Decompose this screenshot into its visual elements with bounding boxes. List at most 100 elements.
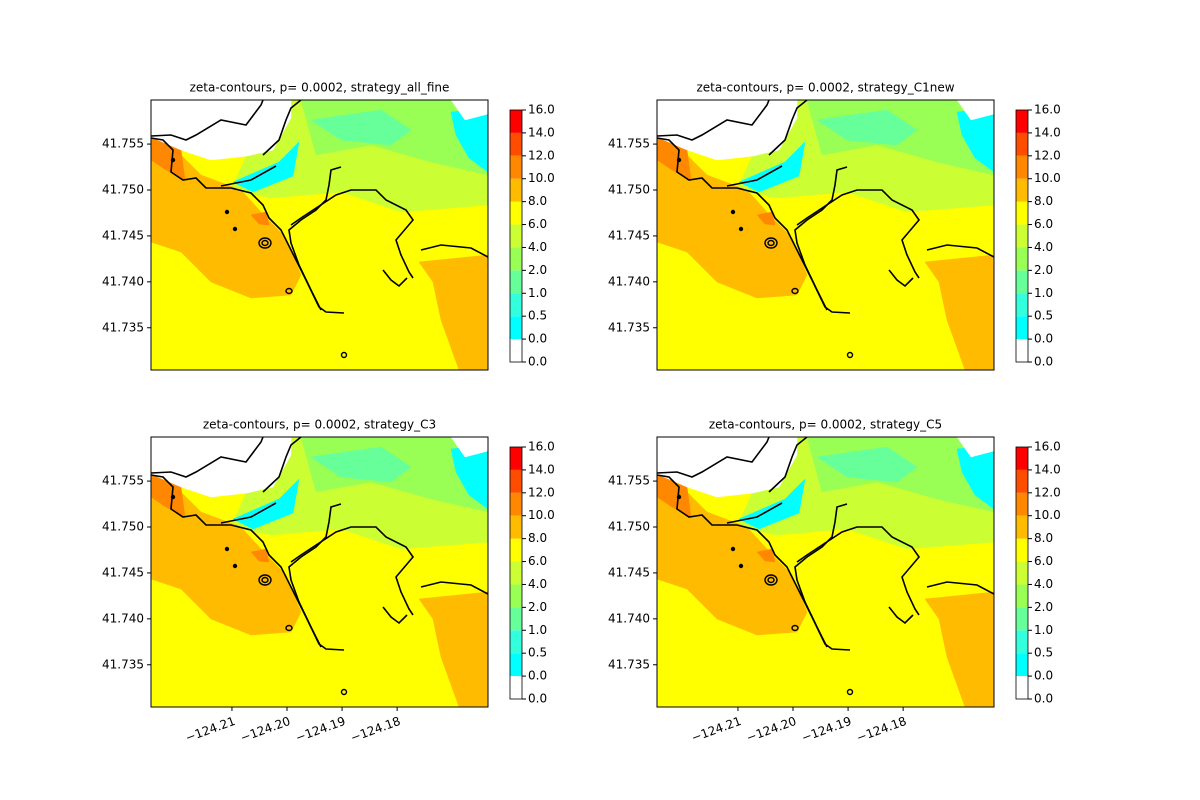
- axes-frame: [150, 99, 489, 371]
- island: [224, 546, 230, 552]
- colorbar-tick-label: 4.0: [1034, 240, 1053, 254]
- colorbar-tick-label: 1.0: [1034, 286, 1053, 300]
- map: [151, 437, 488, 707]
- subplot-title: zeta-contours, p= 0.0002, strategy_all_f…: [190, 81, 450, 95]
- colorbar-tick-label: 2.0: [528, 263, 547, 277]
- x-tick-label: −124.21: [183, 714, 237, 745]
- y-tick-label: 41.755: [102, 474, 144, 488]
- contour-region: [924, 254, 994, 370]
- coastline: [382, 269, 408, 288]
- colorbar-segment: [510, 515, 522, 539]
- x-tick-label: −124.19: [800, 714, 854, 745]
- colorbar-tick-label: 2.0: [1034, 263, 1053, 277]
- island: [846, 351, 854, 359]
- coastline: [926, 244, 994, 258]
- map: [151, 100, 488, 370]
- colorbar-segment: [510, 270, 522, 294]
- y-tick-label: 41.740: [102, 274, 144, 288]
- colorbar-tick-label: 12.0: [528, 485, 555, 499]
- colorbar-tick-label: 0.5: [1034, 646, 1053, 660]
- colorbar-segment: [510, 224, 522, 248]
- island: [170, 157, 176, 163]
- colorbar-frame: [509, 109, 523, 363]
- colorbar-tick-label: 14.0: [528, 125, 555, 139]
- colorbar-tick-label: 16.0: [1034, 103, 1061, 117]
- colorbar-tick-label: 4.0: [1034, 577, 1053, 591]
- coastline: [726, 165, 783, 187]
- contour-region: [924, 591, 994, 707]
- colorbar-segment: [1016, 270, 1028, 294]
- colorbar-frame: [1015, 109, 1029, 363]
- colorbar-tick-label: 8.0: [1034, 531, 1053, 545]
- colorbar-segment: [1016, 155, 1028, 179]
- colorbar-tick-label: 12.0: [1034, 148, 1061, 162]
- coastline: [262, 437, 302, 493]
- island: [340, 351, 348, 359]
- contour-region: [816, 446, 918, 483]
- colorbar-segment: [1016, 132, 1028, 156]
- colorbar-segment: [510, 110, 522, 133]
- colorbar-segment: [1016, 110, 1028, 133]
- colorbar-segment: [510, 178, 522, 202]
- island: [764, 574, 778, 586]
- island: [791, 287, 799, 295]
- colorbar-segment: [510, 247, 522, 271]
- y-tick-label: 41.745: [608, 228, 650, 242]
- colorbar-tick-label: 8.0: [528, 194, 547, 208]
- contour-region: [151, 437, 292, 498]
- colorbar-segment: [1016, 224, 1028, 248]
- x-tick-label: −124.19: [294, 714, 348, 745]
- colorbar-tick-label: 1.0: [1034, 623, 1053, 637]
- island: [764, 237, 778, 249]
- island: [261, 239, 269, 247]
- coastline: [794, 503, 848, 648]
- y-tick-label: 41.750: [102, 183, 144, 197]
- subplot-title: zeta-contours, p= 0.0002, strategy_C3: [203, 418, 436, 432]
- map: [657, 100, 994, 370]
- y-tick-label: 41.745: [608, 565, 650, 579]
- colorbar-segment: [1016, 447, 1028, 470]
- coastline: [768, 100, 808, 156]
- colorbar-segment: [1016, 515, 1028, 539]
- axes-frame: [150, 436, 489, 708]
- y-tick-label: 41.755: [608, 474, 650, 488]
- x-tick-label: −124.21: [689, 714, 743, 745]
- contour-region: [151, 100, 292, 161]
- island: [285, 624, 293, 632]
- colorbar-segment: [510, 132, 522, 156]
- colorbar-tick-label: 10.0: [528, 508, 555, 522]
- colorbar-tick-label: 0.0: [528, 332, 547, 346]
- colorbar-segment: [510, 607, 522, 631]
- contour-region: [956, 437, 994, 458]
- island: [767, 576, 775, 584]
- island: [791, 624, 799, 632]
- subplot: zeta-contours, p= 0.0002, strategy_C3 41.…: [102, 418, 555, 745]
- island: [767, 239, 775, 247]
- colorbar-tick-label: 2.0: [528, 600, 547, 614]
- x-tick-label: −124.18: [349, 714, 403, 745]
- y-tick-label: 41.735: [608, 657, 650, 671]
- y-tick-label: 41.750: [102, 520, 144, 534]
- island: [738, 563, 744, 569]
- colorbar-tick-label: 0.0: [528, 669, 547, 683]
- contour-region: [310, 446, 412, 483]
- y-tick-label: 41.735: [102, 320, 144, 334]
- colorbar-segment: [1016, 607, 1028, 631]
- subplot: zeta-contours, p= 0.0002, strategy_C5 41.…: [608, 418, 1061, 745]
- coastline: [151, 437, 264, 478]
- colorbar-segment: [1016, 469, 1028, 493]
- island: [676, 157, 682, 163]
- contour-region: [657, 437, 798, 498]
- coastline: [220, 502, 277, 524]
- colorbar-segment: [1016, 584, 1028, 608]
- y-tick-label: 41.750: [608, 520, 650, 534]
- colorbar-tick-label: 16.0: [528, 103, 555, 117]
- island: [170, 494, 176, 500]
- colorbar-segment: [510, 561, 522, 585]
- x-tick-label: −124.20: [745, 714, 799, 745]
- colorbar-tick-label: 2.0: [1034, 600, 1053, 614]
- coastline: [768, 437, 808, 493]
- colorbar-segment: [1016, 538, 1028, 562]
- y-tick-label: 41.735: [102, 657, 144, 671]
